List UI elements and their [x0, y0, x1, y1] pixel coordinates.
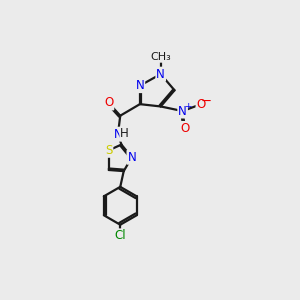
Text: +: + — [184, 102, 191, 111]
Text: CH₃: CH₃ — [150, 52, 171, 62]
Text: O: O — [180, 122, 190, 135]
Text: −: − — [201, 95, 212, 108]
Text: N: N — [114, 128, 122, 141]
Text: N: N — [178, 105, 187, 118]
Text: O: O — [104, 97, 113, 110]
Text: S: S — [105, 144, 112, 157]
Text: H: H — [120, 127, 129, 140]
Text: O: O — [196, 98, 206, 111]
Text: N: N — [128, 151, 136, 164]
Text: N: N — [156, 68, 165, 81]
Text: Cl: Cl — [114, 229, 126, 242]
Text: N: N — [136, 79, 144, 92]
